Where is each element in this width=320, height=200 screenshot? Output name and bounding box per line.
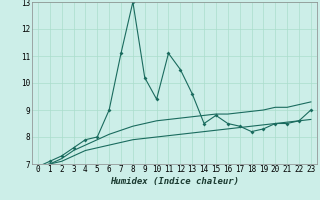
X-axis label: Humidex (Indice chaleur): Humidex (Indice chaleur) xyxy=(110,177,239,186)
